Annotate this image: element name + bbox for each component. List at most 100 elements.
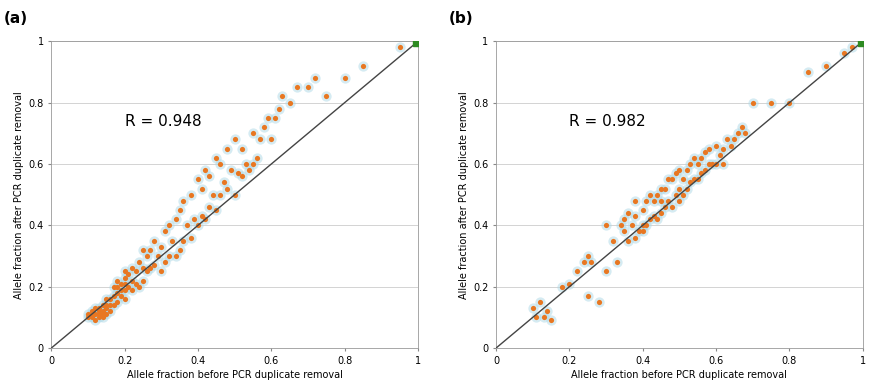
Point [275, 93, 289, 100]
Point [136, 265, 150, 271]
Point [198, 167, 212, 173]
Point [669, 192, 683, 198]
Point [599, 268, 613, 274]
Point [103, 296, 117, 302]
Point [173, 207, 187, 213]
Point [111, 299, 125, 305]
Point [202, 204, 216, 210]
Point [309, 75, 323, 81]
Point [411, 38, 425, 44]
Point [731, 130, 745, 136]
Point [183, 235, 197, 241]
Point [188, 216, 202, 222]
Point [676, 192, 690, 198]
Point [610, 259, 624, 265]
Point [246, 130, 260, 136]
Point [636, 228, 650, 235]
Point [96, 302, 110, 308]
Point [621, 210, 635, 216]
Point [268, 115, 282, 121]
Point [176, 198, 190, 204]
Point [651, 216, 665, 222]
Point [537, 314, 551, 321]
Point [210, 207, 224, 213]
Point [617, 216, 631, 222]
Point [636, 222, 650, 228]
Point [639, 198, 653, 204]
Point [239, 161, 253, 167]
Point [213, 192, 227, 198]
Point [84, 314, 98, 321]
Point [654, 198, 668, 204]
Point [782, 99, 796, 106]
Point [92, 314, 106, 321]
Point [629, 235, 643, 241]
Point [643, 216, 657, 222]
Point [114, 293, 128, 299]
Point [257, 124, 271, 130]
Point [709, 142, 724, 149]
Point [570, 268, 584, 274]
Point [632, 228, 646, 235]
Point [856, 38, 870, 44]
Point [92, 308, 106, 314]
Point [139, 253, 153, 259]
Point [210, 207, 224, 213]
Point [680, 167, 694, 173]
Point [147, 238, 161, 244]
Point [202, 204, 216, 210]
Point [147, 238, 161, 244]
Point [683, 161, 697, 167]
Point [691, 176, 705, 183]
Point [643, 216, 657, 222]
Point [169, 216, 183, 222]
Point [606, 238, 620, 244]
Point [621, 210, 635, 216]
Point [617, 228, 631, 235]
Point [129, 268, 143, 274]
Point [118, 296, 132, 302]
Point [629, 198, 643, 204]
Point [250, 155, 264, 161]
Point [544, 317, 558, 324]
Point [89, 317, 103, 324]
Text: (a): (a) [4, 11, 28, 25]
Point [338, 75, 352, 81]
Point [198, 167, 212, 173]
Point [745, 99, 759, 106]
Point [176, 198, 190, 204]
Point [114, 280, 128, 287]
Point [220, 185, 234, 192]
Point [118, 280, 132, 287]
Point [698, 167, 712, 173]
Point [129, 280, 143, 287]
Point [687, 155, 701, 161]
Point [81, 314, 95, 321]
Point [81, 314, 95, 321]
Point [205, 192, 219, 198]
Point [629, 235, 643, 241]
Point [680, 185, 694, 192]
Point [111, 290, 125, 296]
Point [691, 176, 705, 183]
Point [96, 311, 110, 317]
Point [195, 185, 209, 192]
Point [695, 170, 709, 176]
Point [838, 50, 852, 57]
Point [646, 213, 660, 219]
Point [738, 130, 752, 136]
Point [581, 293, 595, 299]
Point [720, 136, 734, 143]
Point [89, 317, 103, 324]
Point [260, 115, 275, 121]
Point [125, 278, 139, 284]
Point [239, 161, 253, 167]
Point [636, 222, 650, 228]
Point [121, 271, 135, 278]
Point [260, 115, 275, 121]
Point [801, 69, 815, 75]
Point [661, 198, 675, 204]
Point [139, 268, 153, 274]
Point [154, 244, 168, 250]
Point [198, 216, 212, 222]
